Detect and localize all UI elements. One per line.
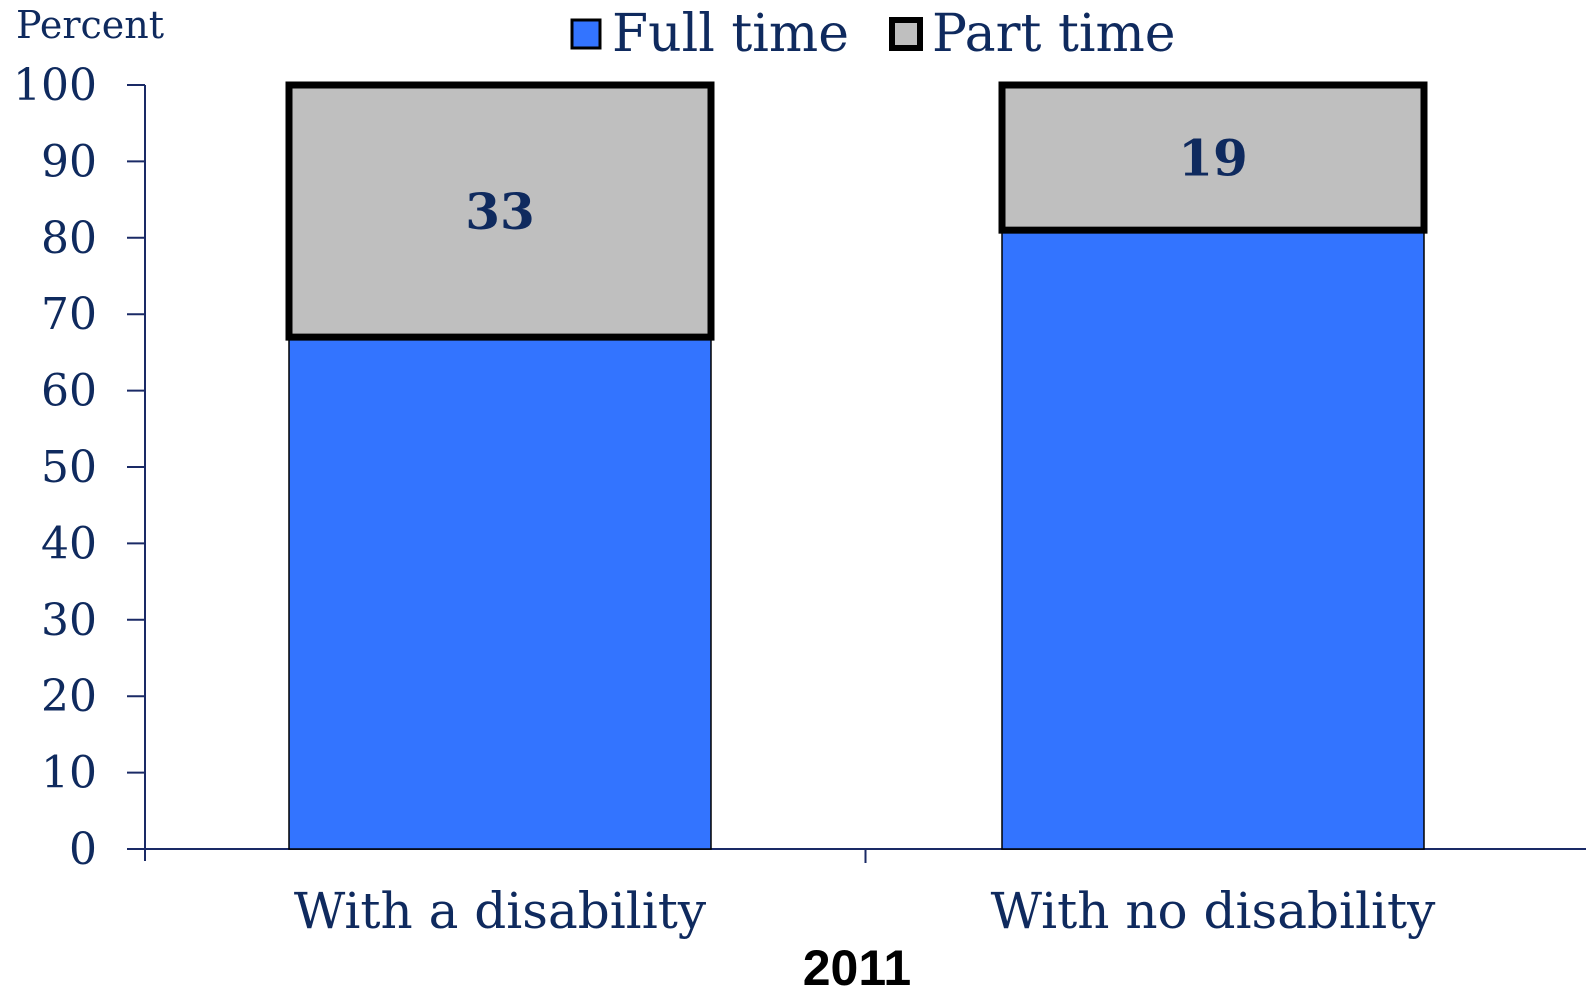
bar-part-time [285,81,715,341]
legend-label-full-time: Full time [612,4,849,64]
legend-label-part-time: Part time [932,4,1176,64]
y-tick-label: 100 [13,60,97,111]
category-label: With no disability [991,882,1436,940]
y-tick-label: 10 [41,748,97,799]
legend-swatch-full-time [570,18,602,50]
y-tick-label: 70 [41,289,97,340]
axes: 0 10 20 30 40 50 60 70 80 90 100 [13,60,1586,875]
y-tick-label: 0 [69,824,97,875]
bars [285,81,1428,850]
labels: With a disability With no disability 33 19 [294,129,1436,940]
y-tick-label: 30 [41,595,97,646]
y-tick-label: 60 [41,366,97,417]
y-axis-label: Percent [16,3,164,47]
y-tick-label: 40 [41,518,97,569]
data-label: 19 [1178,129,1248,188]
y-tick-label: 50 [41,442,97,493]
category-label: With a disability [294,882,707,940]
y-tick-label: 20 [41,671,97,722]
x-axis-title: 2011 [803,940,911,996]
bar-full-time [1001,229,1425,850]
legend-swatch-part-time [889,17,923,51]
y-tick-label: 90 [41,136,97,187]
bar-full-time [288,336,712,850]
data-label: 33 [465,182,535,241]
y-tick-label: 80 [41,213,97,264]
legend: Full time Part time [570,4,1176,64]
bar-part-time [998,81,1428,234]
